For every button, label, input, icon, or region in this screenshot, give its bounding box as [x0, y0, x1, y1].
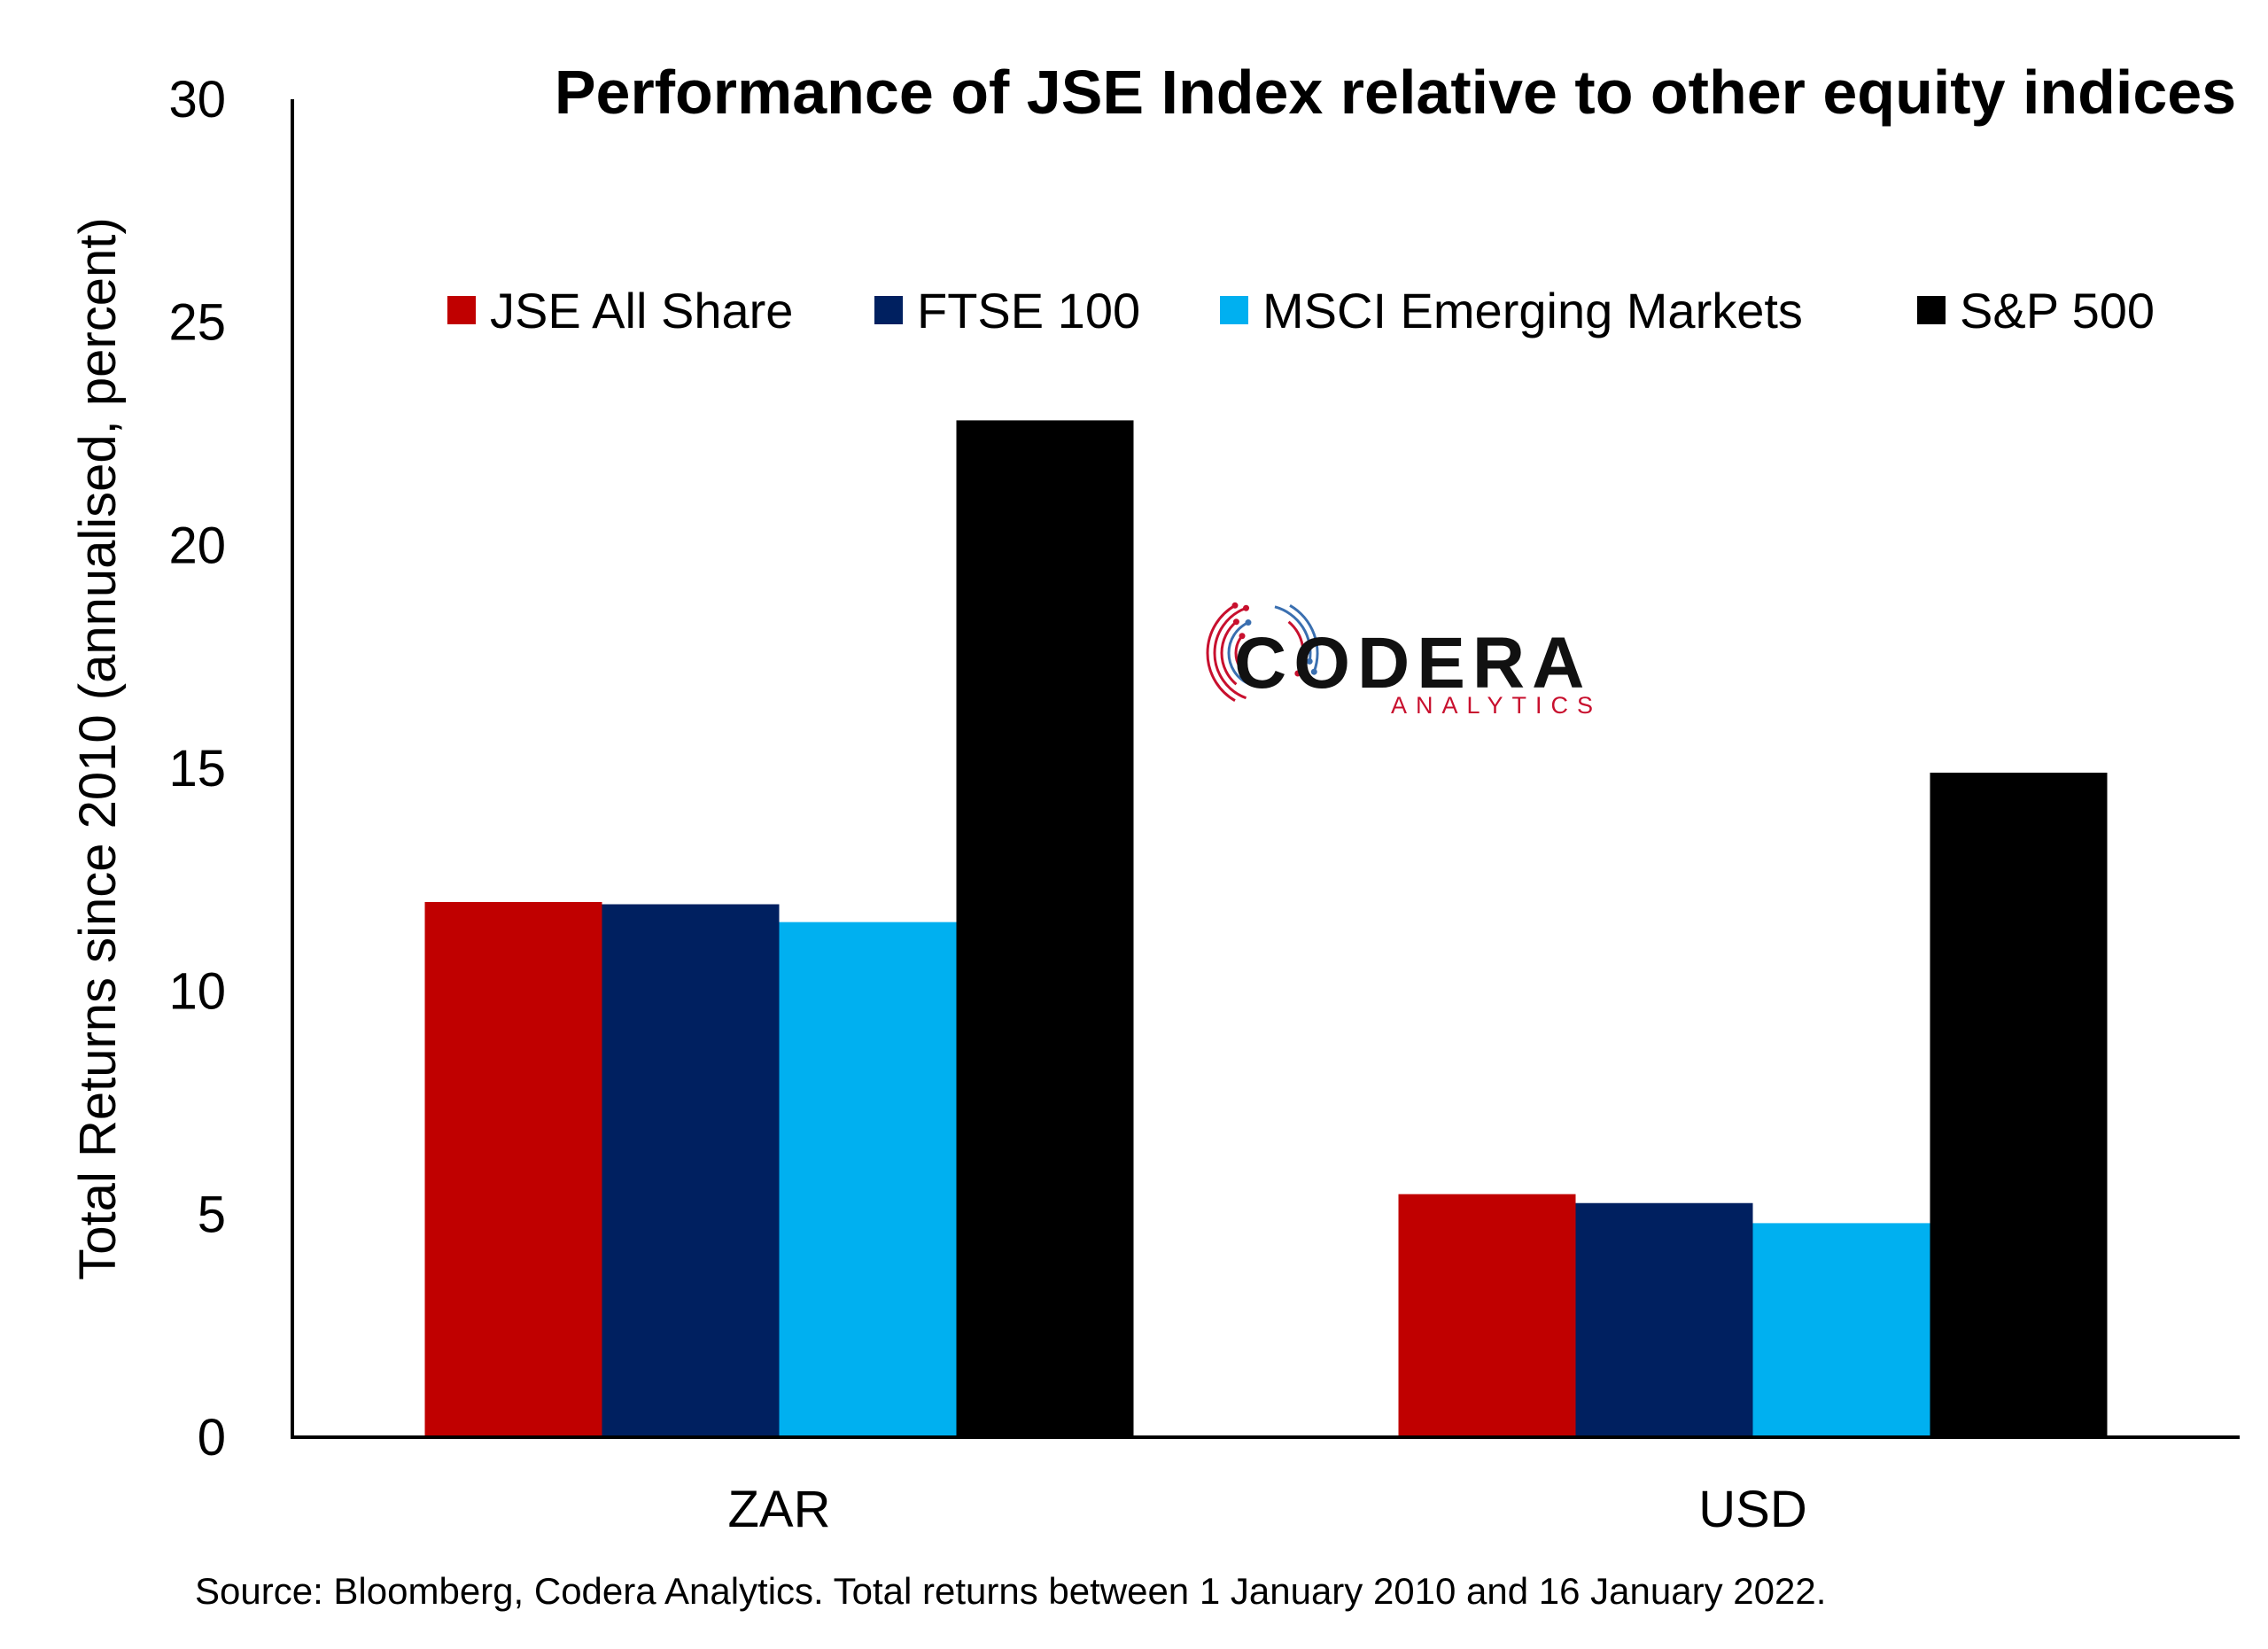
- y-tick-label: 25: [168, 294, 226, 352]
- logo-arc: [1206, 604, 1236, 702]
- y-axis-label: Total Returns since 2010 (annualised, pe…: [69, 217, 127, 1280]
- logo-node: [1294, 670, 1301, 677]
- logo-node: [1306, 657, 1313, 665]
- legend-item: FTSE 100: [874, 283, 1140, 338]
- bar-jse-all-share-zar: [424, 902, 602, 1437]
- logo-arc: [1234, 634, 1244, 672]
- bar-msci-emerging-markets-zar: [779, 922, 957, 1437]
- y-tick-label: 15: [168, 740, 226, 797]
- logo-node: [1231, 602, 1239, 609]
- x-category-label: USD: [1698, 1481, 1806, 1538]
- legend-item: S&P 500: [1917, 283, 2155, 338]
- bars: [424, 420, 2108, 1437]
- legend-swatch: [1220, 296, 1248, 324]
- legend-label: S&P 500: [1960, 283, 2155, 338]
- legend: JSE All Share FTSE 100 MSCI Emerging Marke…: [447, 283, 2155, 338]
- legend-swatch: [447, 296, 476, 324]
- y-tick-label: 0: [198, 1409, 226, 1466]
- legend-label: JSE All Share: [490, 283, 793, 338]
- x-category-label: ZAR: [728, 1481, 831, 1538]
- legend-swatch: [874, 296, 903, 324]
- logo-tagline: ANALYTICS: [1391, 692, 1602, 719]
- y-tick-label: 20: [168, 517, 226, 574]
- bar-ftse-100-zar: [602, 904, 780, 1437]
- logo-node: [1232, 618, 1239, 626]
- chart-title: Performance of JSE Index relative to oth…: [555, 58, 2236, 127]
- logo-arc: [1227, 621, 1249, 685]
- legend-label: MSCI Emerging Markets: [1262, 283, 1803, 338]
- codera-logo-mark: [1206, 602, 1319, 702]
- y-tick-label: 5: [198, 1186, 226, 1243]
- logo-node: [1243, 604, 1250, 611]
- x-axis-labels: ZAR USD: [728, 1481, 1807, 1538]
- legend-item: MSCI Emerging Markets: [1220, 283, 1803, 338]
- logo-node: [1245, 619, 1252, 626]
- bar-s-p-500-usd: [1930, 773, 2108, 1437]
- bar-jse-all-share-usd: [1398, 1194, 1576, 1437]
- legend-swatch: [1917, 296, 1946, 324]
- y-tick-label: 30: [168, 71, 226, 128]
- bar-msci-emerging-markets-usd: [1752, 1223, 1930, 1437]
- codera-logo: CODERA ANALYTICS: [1206, 602, 1602, 719]
- source-note: Source: Bloomberg, Codera Analytics. Tot…: [195, 1570, 1826, 1612]
- logo-wordmark: CODERA: [1234, 623, 1591, 704]
- logo-arc: [1220, 620, 1238, 686]
- logo-arc: [1213, 606, 1247, 700]
- legend-label: FTSE 100: [917, 283, 1140, 338]
- logo-node: [1310, 668, 1317, 675]
- y-tick-label: 10: [168, 963, 226, 1021]
- logo-arc: [1289, 604, 1319, 673]
- logo-arc: [1287, 620, 1305, 674]
- y-axis-ticks: 0 5 10 15 20 25 30: [168, 71, 226, 1466]
- bar-s-p-500-zar: [956, 420, 1134, 1437]
- logo-node: [1239, 633, 1246, 640]
- logo-arc: [1274, 605, 1312, 662]
- bar-ftse-100-usd: [1575, 1202, 1753, 1437]
- legend-item: JSE All Share: [447, 283, 793, 338]
